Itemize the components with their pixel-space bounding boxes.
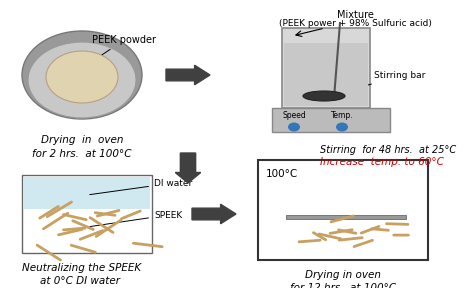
- Ellipse shape: [28, 42, 136, 118]
- Text: PEEK powder: PEEK powder: [89, 35, 156, 63]
- Text: Increase  temp. to 60°C: Increase temp. to 60°C: [320, 157, 444, 167]
- FancyArrow shape: [175, 153, 201, 183]
- Ellipse shape: [288, 122, 300, 132]
- Ellipse shape: [22, 31, 142, 119]
- Text: 100°C: 100°C: [266, 169, 298, 179]
- Text: Temp.: Temp.: [331, 111, 353, 120]
- FancyArrow shape: [166, 65, 210, 85]
- Text: for 2 hrs.  at 100°C: for 2 hrs. at 100°C: [32, 149, 132, 159]
- Text: at 0°C DI water: at 0°C DI water: [40, 276, 120, 286]
- Text: Mixture: Mixture: [337, 10, 373, 20]
- Ellipse shape: [303, 91, 345, 101]
- Bar: [24, 177, 150, 209]
- Text: for 12 hrs.  at 100°C: for 12 hrs. at 100°C: [290, 283, 396, 288]
- Text: Stirring bar: Stirring bar: [343, 71, 425, 92]
- Text: Neutralizing the SPEEK: Neutralizing the SPEEK: [22, 263, 141, 273]
- Bar: [272, 108, 390, 132]
- FancyArrow shape: [192, 204, 236, 224]
- Ellipse shape: [336, 122, 348, 132]
- Text: DI water: DI water: [90, 179, 192, 195]
- Text: (PEEK power + 98% Sulfuric acid): (PEEK power + 98% Sulfuric acid): [279, 19, 432, 28]
- Text: SPEEK: SPEEK: [90, 211, 182, 227]
- Text: Drying  in  oven: Drying in oven: [41, 135, 123, 145]
- Text: Stirring  for 48 hrs.  at 25°C: Stirring for 48 hrs. at 25°C: [320, 145, 456, 155]
- Bar: [284, 43, 368, 106]
- Text: Drying in oven: Drying in oven: [305, 270, 381, 280]
- Bar: [282, 28, 370, 108]
- Text: Speed: Speed: [282, 111, 306, 120]
- Bar: [258, 160, 428, 260]
- Ellipse shape: [46, 51, 118, 103]
- Bar: [286, 215, 406, 219]
- Bar: [22, 175, 152, 253]
